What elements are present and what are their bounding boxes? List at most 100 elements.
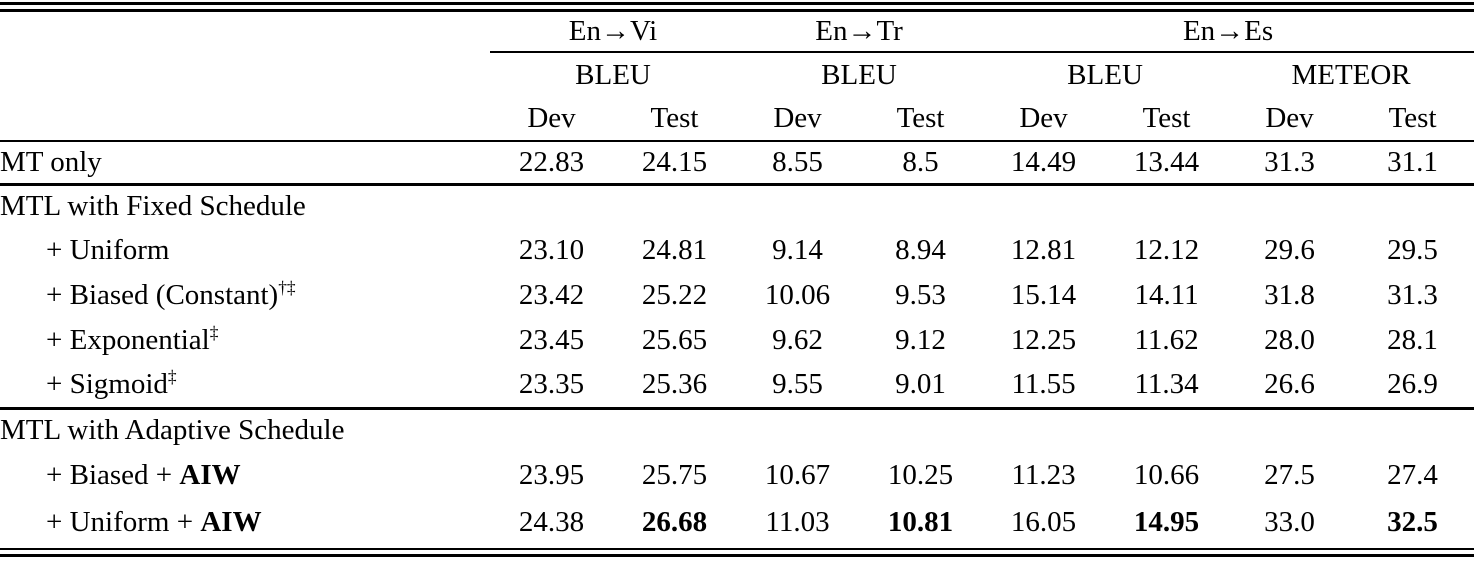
cell-value: 8.55: [736, 141, 860, 186]
cell-value: 25.22: [641, 279, 708, 311]
table-row-exponential: + Exponential‡ 23.45 25.65 9.62 9.12 12.…: [0, 318, 1474, 363]
footnote-markers: ‡: [167, 366, 177, 387]
cell-value: 11.55: [982, 363, 1106, 410]
header-row-languages: En→Vi En→Tr En→Es: [0, 12, 1474, 53]
cell-value: 15.14: [1010, 279, 1077, 311]
table-row-uniform: + Uniform 23.10 24.81 9.14 8.94 12.81 12…: [0, 228, 1474, 273]
cell-value: 9.62: [772, 324, 823, 356]
row-label-bold-text: AIW: [200, 506, 262, 538]
section-empty-cells: [490, 408, 1474, 452]
row-label: + Biased + AIW: [0, 452, 490, 499]
cell-value-best: 32.5: [1387, 506, 1438, 538]
cell-value: 12.25: [1010, 324, 1077, 356]
cell-value: 23.95: [518, 459, 585, 491]
cell-value: 10.25: [887, 459, 954, 491]
cell-value: 31.1: [1351, 141, 1474, 186]
cell-value: 28.1: [1387, 324, 1438, 356]
cell-value: 10.06: [764, 279, 831, 311]
header-row-splits: Dev Test Dev Test Dev Test Dev Test: [0, 97, 1474, 142]
section-label: MTL with Adaptive Schedule: [0, 414, 345, 447]
cell-value: 11.62: [1134, 324, 1199, 356]
row-label: + Sigmoid‡: [0, 363, 490, 410]
cell-value: 23.35: [490, 363, 613, 410]
footnote-markers: †‡: [278, 277, 296, 298]
row-label-text: + Biased (Constant): [46, 279, 279, 311]
col-group-en-vi: En→Vi: [490, 12, 737, 53]
section-row-adaptive-schedule: MTL with Adaptive Schedule: [0, 408, 1474, 452]
row-label-text: + Exponential: [46, 324, 210, 356]
split-header: Test: [1351, 97, 1474, 142]
table-row-uniform-aiw: + Uniform + AIW 24.38 26.68 11.03 10.81 …: [0, 499, 1474, 546]
cell-value: 25.65: [641, 324, 708, 356]
cell-value: 14.11: [1134, 279, 1199, 311]
section-row-fixed-schedule: MTL with Fixed Schedule: [0, 184, 1474, 228]
row-label: + Uniform: [46, 234, 170, 266]
cell-value: 31.8: [1264, 279, 1315, 311]
cell-value: 9.01: [859, 363, 983, 410]
metric-bleu-vi: BLEU: [575, 58, 651, 91]
cell-value: 29.6: [1264, 234, 1315, 266]
cell-value: 14.49: [982, 141, 1106, 186]
cell-value: 24.38: [518, 506, 585, 538]
cell-value: 11.03: [765, 506, 830, 538]
cell-value: 9.14: [772, 234, 823, 266]
row-label: + Biased (Constant)†‡: [0, 273, 490, 318]
row-label: + Exponential‡: [0, 318, 490, 363]
section-empty-cells: [490, 184, 1474, 228]
header-spacer: [0, 52, 490, 97]
metric-bleu-es: BLEU: [1067, 58, 1143, 91]
section-label: MTL with Fixed Schedule: [0, 190, 306, 223]
footnote-markers: ‡: [209, 322, 219, 343]
split-header: Dev: [736, 97, 860, 142]
metric-meteor-es: METEOR: [1291, 58, 1411, 91]
cell-value: 22.83: [490, 141, 613, 186]
table-top-rule: [0, 2, 1474, 12]
mt-results-table: En→Vi En→Tr En→Es BLEU BLEU BLEU METEOR …: [0, 12, 1474, 546]
row-label-bold-text: AIW: [179, 459, 241, 491]
row-label: + Uniform + AIW: [0, 499, 490, 546]
cell-value: 24.81: [641, 234, 708, 266]
split-header: Test: [859, 97, 983, 142]
cell-value-best: 10.81: [887, 506, 954, 538]
cell-value: 31.3: [1228, 141, 1352, 186]
cell-value: 23.42: [518, 279, 585, 311]
metric-bleu-tr: BLEU: [821, 58, 897, 91]
cell-value: 12.81: [1010, 234, 1077, 266]
results-table: En→Vi En→Tr En→Es BLEU BLEU BLEU METEOR …: [0, 2, 1474, 557]
row-label-text: + Biased +: [46, 459, 180, 491]
header-spacer: [0, 97, 490, 142]
cell-value: 28.0: [1264, 324, 1315, 356]
cell-value: 26.6: [1228, 363, 1352, 410]
cell-value: 25.36: [613, 363, 737, 410]
cell-value: 12.12: [1133, 234, 1200, 266]
cell-value: 8.94: [895, 234, 946, 266]
cell-value: 24.15: [613, 141, 737, 186]
cell-value: 11.23: [1011, 459, 1076, 491]
cell-value: 16.05: [1010, 506, 1077, 538]
cell-value: 11.34: [1105, 363, 1229, 410]
cell-value: 23.10: [518, 234, 585, 266]
row-label: MT only: [0, 141, 490, 186]
row-label-text: + Sigmoid: [46, 368, 168, 401]
cell-value: 23.45: [518, 324, 585, 356]
table-bottom-rule: [0, 548, 1474, 557]
col-group-en-tr: En→Tr: [736, 12, 983, 53]
cell-value: 29.5: [1387, 234, 1438, 266]
split-header: Test: [1105, 97, 1229, 142]
col-group-en-es: En→Es: [982, 12, 1474, 53]
table-row-biased-constant: + Biased (Constant)†‡ 23.42 25.22 10.06 …: [0, 273, 1474, 318]
cell-value: 27.4: [1387, 459, 1438, 491]
cell-value: 9.55: [736, 363, 860, 410]
cell-value: 33.0: [1264, 506, 1315, 538]
row-label-text: + Uniform +: [46, 506, 201, 538]
cell-value: 26.9: [1351, 363, 1474, 410]
cell-value-best: 26.68: [641, 506, 708, 538]
cell-value: 10.67: [764, 459, 831, 491]
header-row-metrics: BLEU BLEU BLEU METEOR: [0, 52, 1474, 97]
table-row-biased-aiw: + Biased + AIW 23.95 25.75 10.67 10.25 1…: [0, 452, 1474, 499]
split-header: Dev: [982, 97, 1106, 142]
cell-value: 27.5: [1264, 459, 1315, 491]
table-row-mt-only: MT only 22.83 24.15 8.55 8.5 14.49 13.44…: [0, 141, 1474, 186]
header-spacer: [0, 12, 490, 52]
split-header: Dev: [490, 97, 613, 142]
